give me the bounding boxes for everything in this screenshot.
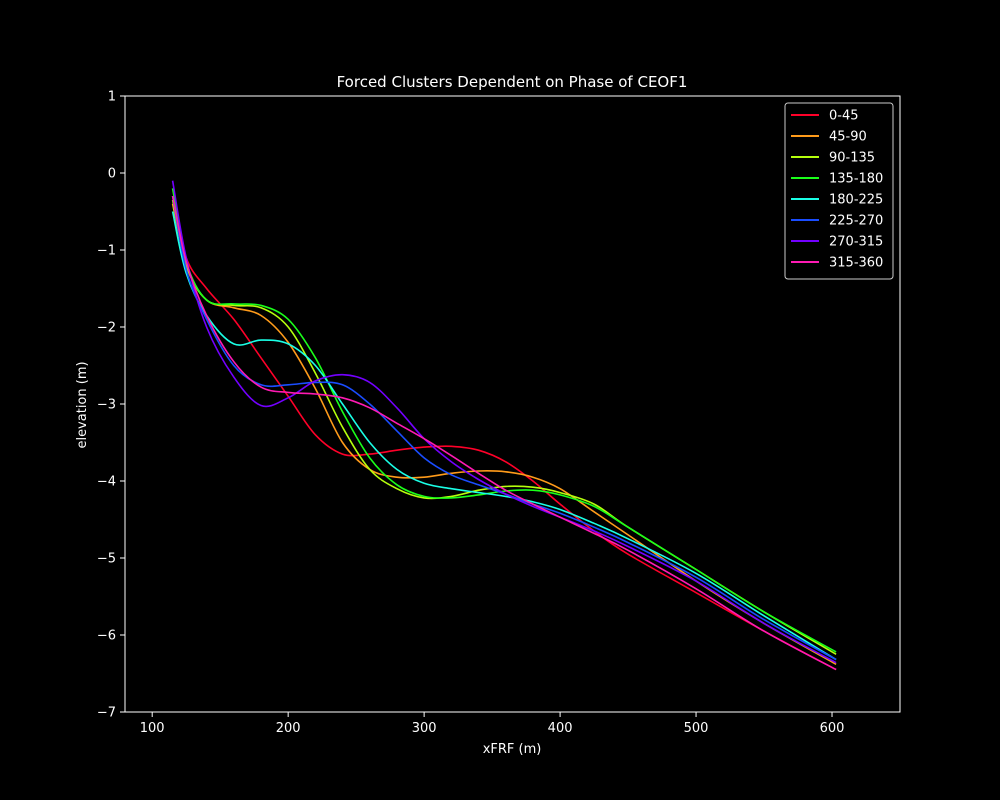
series-line-5 [171,195,837,661]
legend-label: 225-270 [829,214,883,229]
x-tick-label: 300 [412,721,437,736]
y-tick-label: −5 [97,552,116,567]
y-tick-label: 1 [108,90,116,105]
legend-label: 90-135 [829,151,875,166]
y-tick-label: −7 [97,706,116,721]
y-ticks: 1 0 −1 −2 −3 −4 −5 −6 −7 [97,90,125,721]
chart-title: Forced Clusters Dependent on Phase of CE… [337,73,688,91]
x-tick-label: 100 [140,721,165,736]
plot-lines [171,180,837,671]
legend-label: 0-45 [829,109,859,124]
series-line-4 [171,211,837,661]
x-ticks: 100 200 300 400 500 600 [140,712,845,736]
y-tick-label: 0 [108,167,116,182]
y-tick-label: −6 [97,629,116,644]
x-axis-label: xFRF (m) [483,742,542,757]
x-tick-label: 200 [276,721,301,736]
x-tick-label: 600 [820,721,845,736]
series-line-3 [171,188,837,653]
legend-label: 270-315 [829,235,883,250]
legend: 0-45 45-90 90-135 135-180 180-225 225-270 270-… [784,102,894,280]
legend-label: 45-90 [829,130,867,145]
y-axis-label: elevation (m) [75,361,90,448]
series-line-0 [171,195,837,671]
legend-label: 135-180 [829,172,883,187]
legend-label: 180-225 [829,193,883,208]
y-tick-label: −3 [97,398,116,413]
series-line-7 [171,195,837,671]
series-line-1 [171,203,837,665]
legend-box [784,102,894,280]
legend-label: 315-360 [829,256,883,271]
y-tick-label: −2 [97,321,116,336]
x-tick-label: 400 [548,721,573,736]
x-tick-label: 500 [684,721,709,736]
y-tick-label: −4 [97,475,116,490]
y-tick-label: −1 [97,244,116,259]
